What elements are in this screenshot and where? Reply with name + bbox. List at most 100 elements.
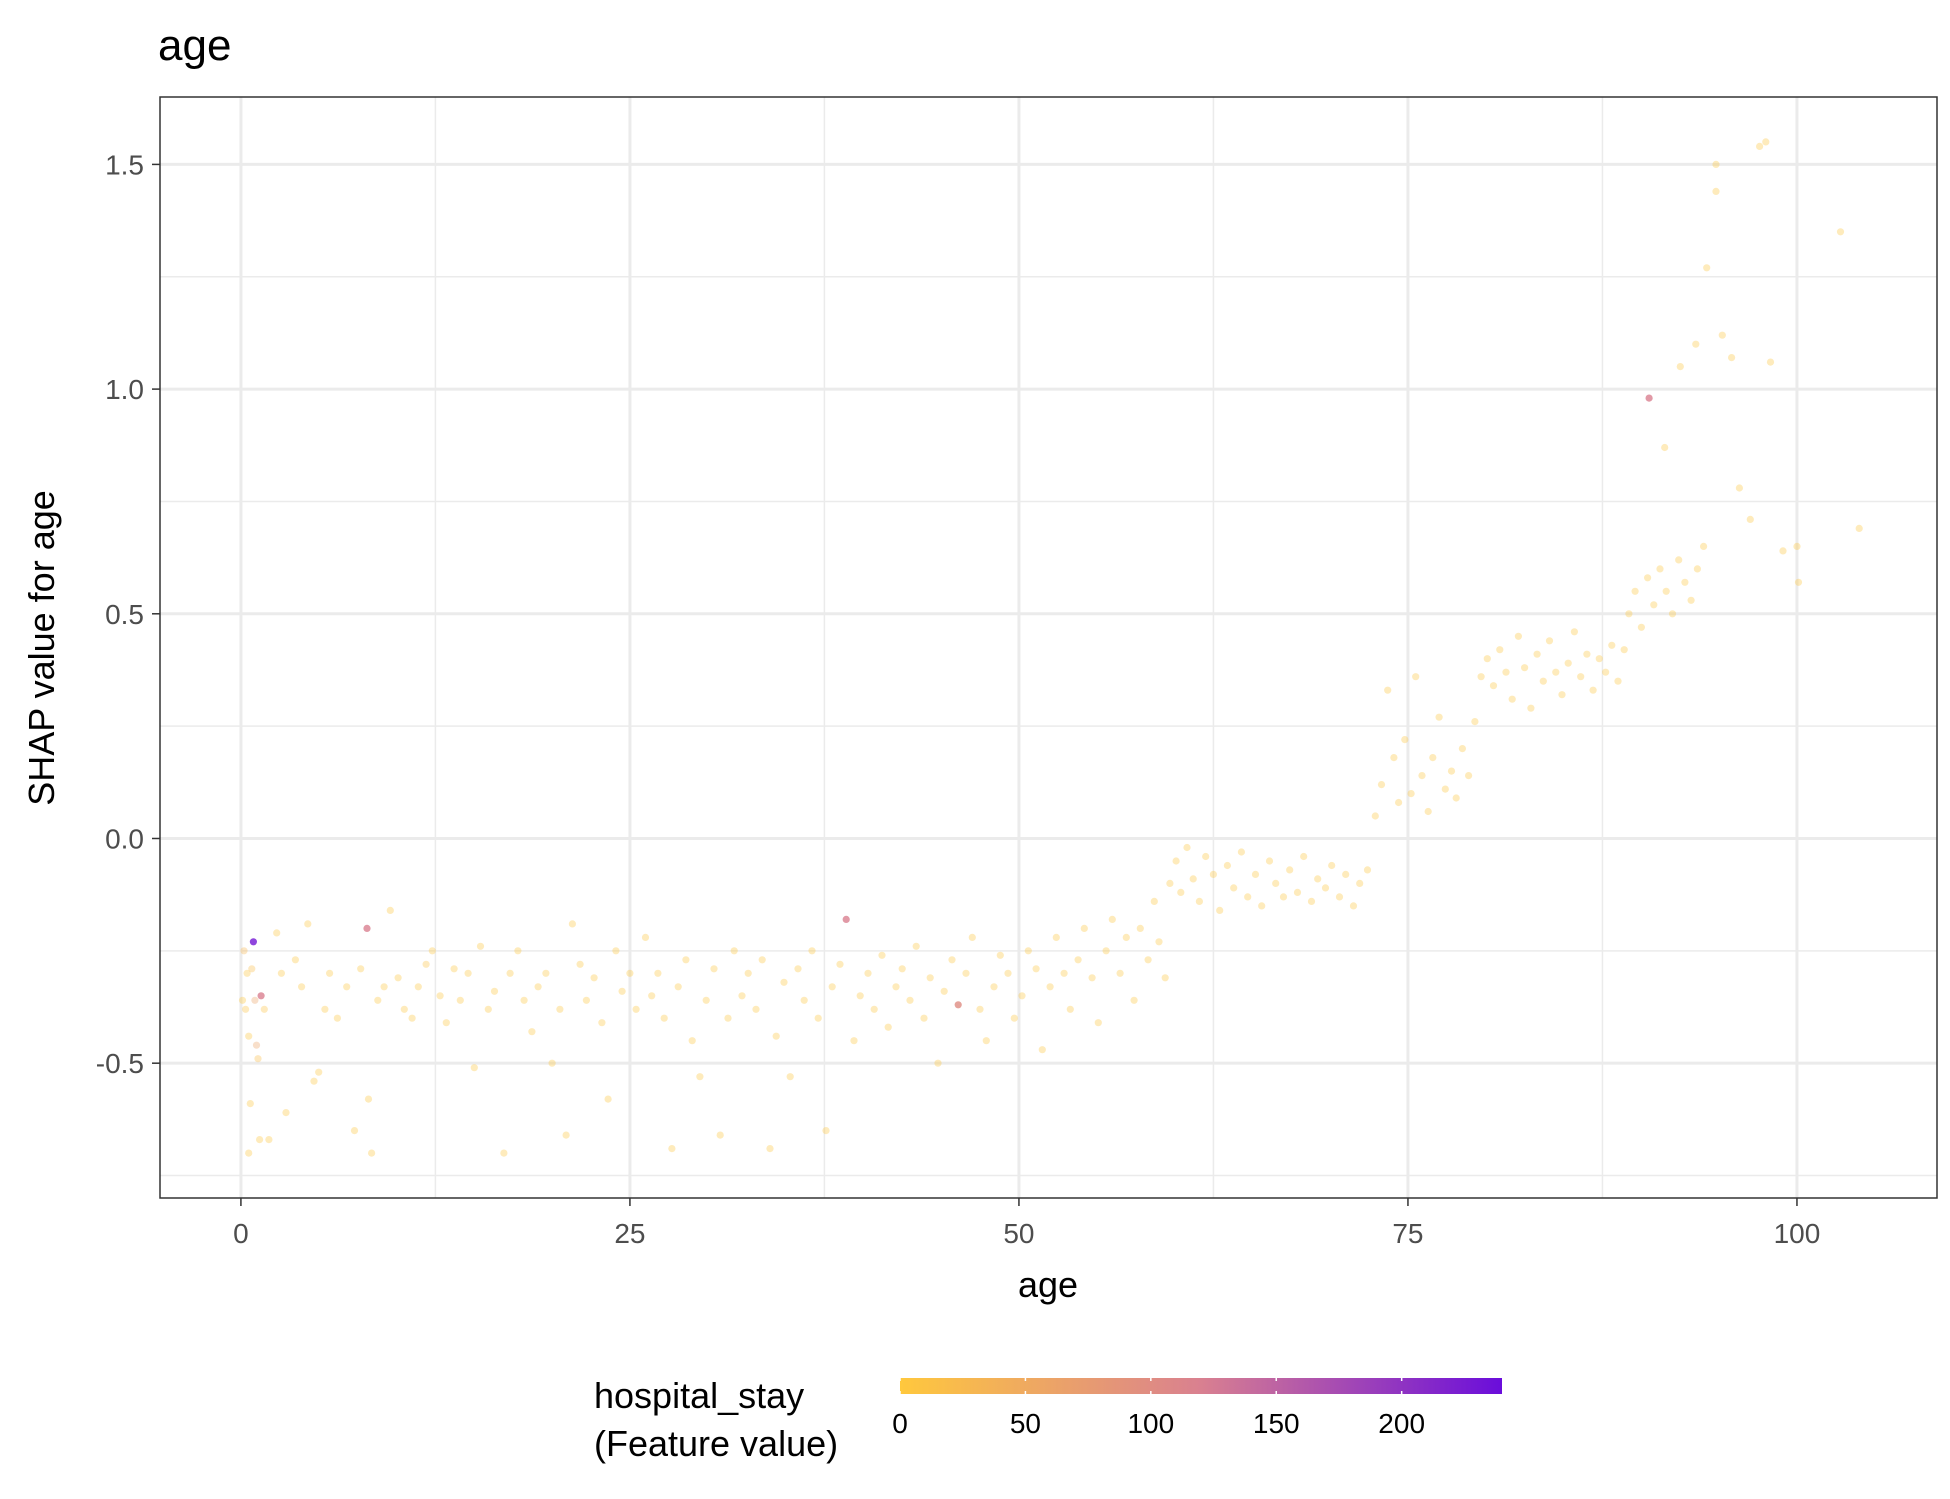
- data-point: [1189, 875, 1197, 883]
- data-point: [1570, 628, 1578, 636]
- data-point: [1458, 745, 1466, 753]
- data-point: [1552, 668, 1560, 676]
- data-point: [702, 996, 710, 1004]
- legend-colorbar: [900, 1378, 1502, 1394]
- y-tick-label: 0.5: [105, 599, 144, 630]
- data-point: [528, 1028, 536, 1036]
- x-tick-label: 50: [1003, 1218, 1034, 1249]
- data-point: [350, 1127, 359, 1135]
- data-point: [333, 1014, 341, 1022]
- legend-title-line-1: hospital_stay: [594, 1375, 804, 1416]
- axis-ticks: 0 25 50 75 100 -0.5 0.0 0.5 1.0 1.5: [96, 149, 1821, 1249]
- data-point: [242, 1005, 250, 1013]
- data-point: [1216, 906, 1224, 915]
- panel-border: [159, 96, 1938, 1199]
- data-point: [260, 1005, 268, 1013]
- data-point: [654, 969, 662, 977]
- data-point: [1265, 857, 1274, 865]
- data-point: [265, 1136, 273, 1144]
- data-point: [1452, 794, 1460, 802]
- data-point: [1779, 547, 1787, 555]
- data-point: [1122, 933, 1130, 942]
- plot-panel: [160, 97, 1937, 1198]
- data-point: [1435, 713, 1443, 721]
- color-legend: hospital_stay (Feature value) 0 50 100 150 2…: [594, 1375, 1502, 1464]
- data-point: [648, 992, 656, 1000]
- data-point: [1712, 160, 1720, 168]
- data-point: [464, 969, 472, 977]
- data-point: [976, 1005, 984, 1013]
- data-point: [1703, 264, 1711, 272]
- data-point: [1645, 394, 1653, 402]
- data-point: [660, 1014, 668, 1022]
- data-point: [906, 996, 914, 1004]
- data-point: [1662, 587, 1670, 595]
- data-point: [864, 969, 872, 977]
- data-point: [612, 947, 620, 955]
- data-point: [1836, 228, 1845, 236]
- data-point: [1718, 331, 1726, 339]
- data-point: [1712, 187, 1720, 195]
- data-point: [1527, 704, 1535, 712]
- data-point: [850, 1037, 858, 1045]
- data-point: [1286, 866, 1294, 874]
- data-point: [1447, 767, 1456, 775]
- y-tick-label: 0.0: [105, 823, 144, 854]
- data-point: [1583, 650, 1591, 658]
- data-point: [800, 996, 808, 1004]
- data-point: [1130, 996, 1138, 1004]
- data-point: [1625, 610, 1633, 618]
- data-point: [794, 965, 802, 973]
- data-point: [1735, 484, 1743, 492]
- scatter-points: [238, 138, 1863, 1157]
- data-point: [1614, 677, 1622, 685]
- data-point: [912, 942, 920, 950]
- data-point: [1756, 142, 1764, 150]
- legend-tick-label: 200: [1378, 1408, 1425, 1439]
- data-point: [1202, 852, 1210, 861]
- data-point: [1412, 673, 1420, 681]
- data-point: [400, 1005, 408, 1013]
- data-point: [1032, 965, 1040, 973]
- data-point: [892, 983, 900, 991]
- data-point: [1251, 870, 1260, 879]
- data-point: [1631, 587, 1639, 595]
- data-point: [696, 1073, 704, 1081]
- data-point: [1489, 682, 1498, 690]
- data-point: [1094, 1019, 1102, 1027]
- data-point: [252, 1041, 261, 1049]
- data-point: [1116, 969, 1124, 977]
- x-axis-title: age: [1018, 1264, 1078, 1305]
- data-point: [598, 1019, 606, 1027]
- data-point: [1620, 646, 1628, 654]
- data-point: [245, 1149, 253, 1157]
- data-point: [282, 1109, 290, 1117]
- data-point: [1656, 565, 1664, 573]
- legend-tick-label: 0: [892, 1408, 908, 1439]
- data-point: [343, 983, 351, 991]
- data-point: [1692, 340, 1700, 348]
- legend-tick-label: 100: [1127, 1408, 1174, 1439]
- data-point: [1650, 601, 1658, 609]
- data-point: [1024, 947, 1032, 955]
- data-point: [364, 1095, 373, 1103]
- data-point: [1508, 695, 1516, 703]
- data-point: [576, 960, 584, 968]
- x-tick-label: 75: [1392, 1218, 1423, 1249]
- data-point: [374, 996, 382, 1004]
- data-point: [766, 1145, 774, 1153]
- data-point: [240, 947, 248, 955]
- data-point: [484, 1005, 492, 1013]
- data-point: [752, 1005, 760, 1013]
- data-point: [674, 983, 682, 991]
- data-point: [1855, 524, 1863, 533]
- data-point: [884, 1023, 892, 1031]
- data-point: [422, 960, 430, 968]
- data-point: [357, 965, 365, 973]
- data-point: [245, 1032, 253, 1040]
- data-point: [990, 983, 998, 991]
- data-point: [828, 983, 836, 991]
- data-point: [632, 1005, 640, 1013]
- data-point: [1577, 673, 1585, 681]
- data-point: [1230, 884, 1238, 892]
